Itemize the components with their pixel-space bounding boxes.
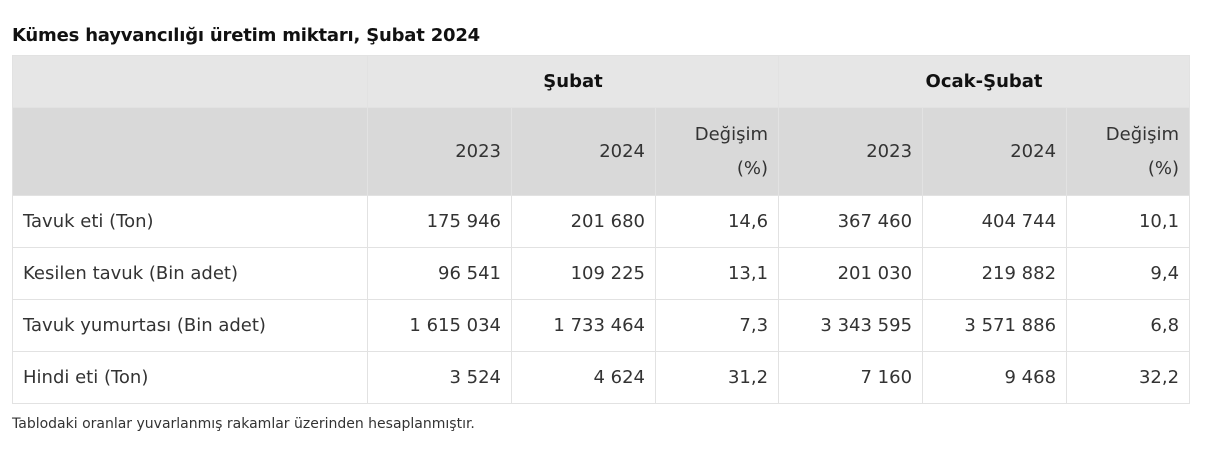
table-row: Tavuk eti (Ton) 175 946 201 680 14,6 367 460… xyxy=(12,195,1191,248)
table-cell: 7,3 xyxy=(654,299,780,352)
table-cell: 201 680 xyxy=(511,195,656,248)
table-cell: 201 030 xyxy=(778,247,924,300)
table-cell: 32,2 xyxy=(1066,351,1191,404)
column-header: Değişim (%) xyxy=(1066,107,1191,196)
table-cell: 175 946 xyxy=(367,195,512,248)
table-cell: 10,1 xyxy=(1066,195,1191,248)
column-header: Değişim (%) xyxy=(654,107,780,196)
table-cell: 1 615 034 xyxy=(367,299,512,352)
row-label: Tavuk yumurtası (Bin adet) xyxy=(12,299,368,352)
table-row: Kesilen tavuk (Bin adet) 96 541 109 225 13,… xyxy=(12,247,1191,300)
table-cell: 4 624 xyxy=(511,351,656,404)
table-cell: 3 343 595 xyxy=(778,299,924,352)
table-cell: 109 225 xyxy=(511,247,656,300)
column-header: 2024 xyxy=(511,107,656,196)
row-label: Hindi eti (Ton) xyxy=(12,351,368,404)
table-cell: 7 160 xyxy=(778,351,924,404)
empty-header-cell xyxy=(12,55,368,108)
table-cell: 404 744 xyxy=(922,195,1068,248)
row-label: Kesilen tavuk (Bin adet) xyxy=(12,247,368,300)
table-cell: 13,1 xyxy=(654,247,780,300)
table-cell: 367 460 xyxy=(778,195,924,248)
table-cell: 1 733 464 xyxy=(511,299,656,352)
table-cell: 6,8 xyxy=(1066,299,1191,352)
table-cell: 3 524 xyxy=(367,351,512,404)
table-cell: 219 882 xyxy=(922,247,1068,300)
group-header-subat: Şubat xyxy=(366,55,780,108)
row-label: Tavuk eti (Ton) xyxy=(12,195,368,248)
table-cell: 31,2 xyxy=(654,351,780,404)
table-cell: 9 468 xyxy=(922,351,1068,404)
column-header: 2023 xyxy=(367,107,512,196)
poultry-production-table: Şubat Ocak-Şubat 2023 2024 Değişim (%) 2… xyxy=(12,55,1191,404)
group-header-row: Şubat Ocak-Şubat xyxy=(12,55,1191,108)
table-cell: 14,6 xyxy=(654,195,780,248)
table-row: Tavuk yumurtası (Bin adet) 1 615 034 1 733… xyxy=(12,299,1191,352)
subheader-row: 2023 2024 Değişim (%) 2023 2024 Değişim … xyxy=(12,107,1191,196)
table-cell: 3 571 886 xyxy=(922,299,1068,352)
column-header: 2024 xyxy=(922,107,1068,196)
table-cell: 9,4 xyxy=(1066,247,1191,300)
table-row: Hindi eti (Ton) 3 524 4 624 31,2 7 160 9 468 3… xyxy=(12,351,1191,404)
empty-header-cell xyxy=(12,107,368,196)
group-header-ocak-subat: Ocak-Şubat xyxy=(778,55,1191,108)
table-cell: 96 541 xyxy=(367,247,512,300)
table-title: Kümes hayvancılığı üretim miktarı, Şubat… xyxy=(12,25,481,46)
footnote: Tablodaki oranlar yuvarlanmış rakamlar ü… xyxy=(12,416,475,432)
column-header: 2023 xyxy=(778,107,924,196)
